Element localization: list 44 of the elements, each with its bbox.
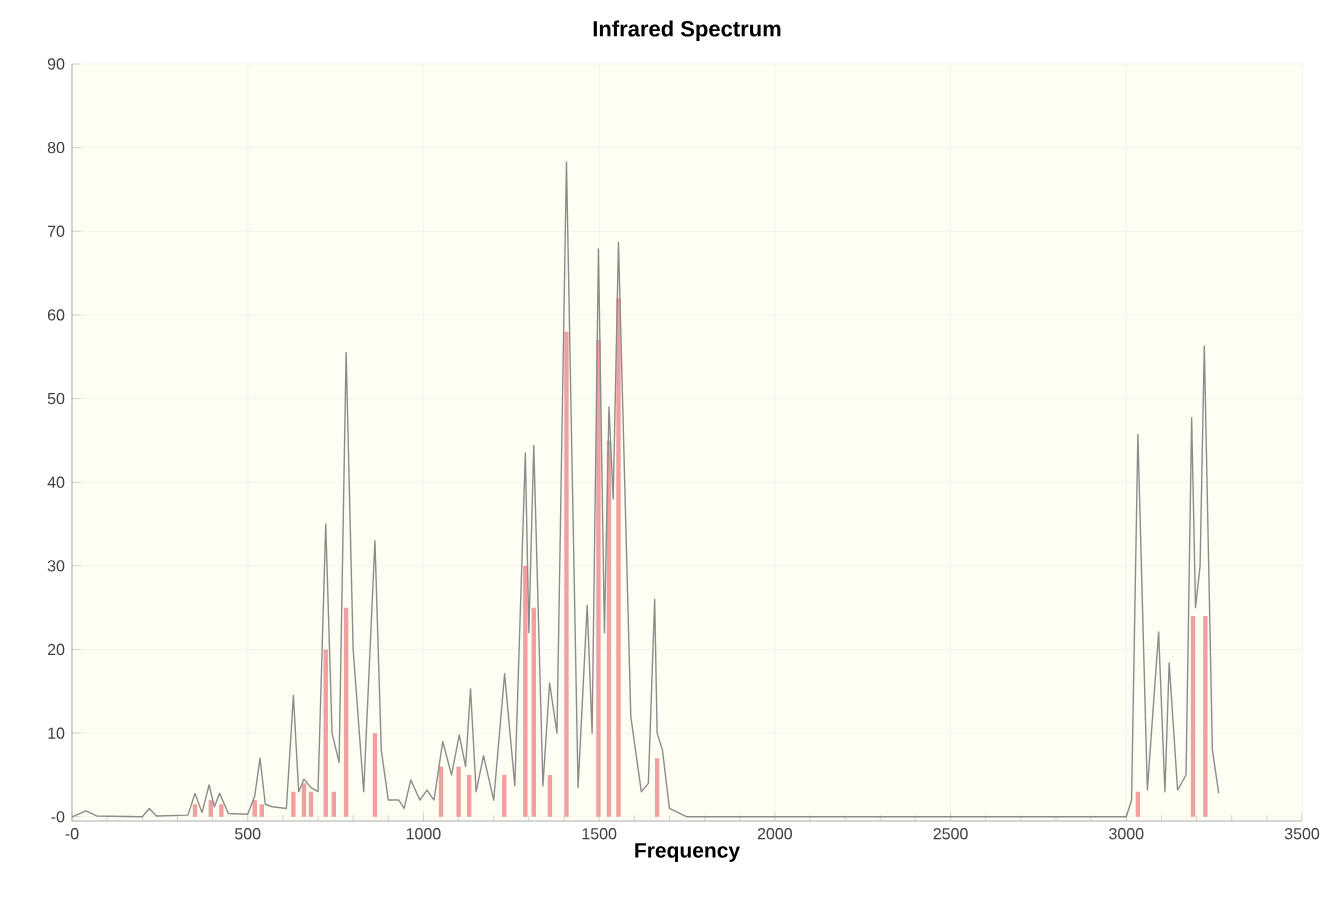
y-tick-label: 20: [47, 643, 65, 656]
x-axis-title: Frequency: [635, 843, 740, 862]
bar: [301, 783, 307, 817]
bar: [654, 758, 660, 817]
bar: [308, 791, 314, 817]
bar: [372, 733, 378, 817]
bar: [323, 649, 328, 817]
y-tick-label: 10: [48, 727, 65, 739]
y-tick-label: 70: [47, 225, 65, 237]
bar: [466, 774, 472, 817]
y-tick-label: 50: [47, 392, 65, 405]
x-tick-label: 2000: [757, 828, 793, 840]
bar: [1190, 616, 1196, 817]
y-tick-label: 60: [47, 309, 65, 321]
chart-title: Infrared Spectrum: [593, 20, 781, 41]
x-tick-label: 500: [234, 828, 261, 840]
x-tick-label: 2500: [933, 828, 968, 840]
bar: [1203, 616, 1208, 817]
bar: [523, 565, 528, 817]
bar: [531, 607, 536, 817]
y-tick-label: -0: [51, 811, 65, 823]
bar: [616, 298, 621, 817]
y-tick-label: 40: [47, 476, 65, 488]
x-tick-label: 1500: [582, 828, 617, 840]
y-tick-label: 80: [47, 141, 65, 154]
bar: [438, 766, 444, 817]
y-tick-label: 30: [47, 560, 65, 572]
bar: [219, 804, 224, 817]
x-tick-label: 3000: [1109, 828, 1144, 840]
x-tick-label: -0: [65, 828, 79, 840]
bar: [259, 804, 264, 817]
bar: [1135, 791, 1141, 817]
bar: [502, 774, 507, 817]
x-tick-label: 1000: [406, 828, 441, 840]
x-tick-label: 3500: [1284, 828, 1320, 840]
bar: [252, 800, 257, 817]
bar: [456, 766, 461, 817]
bar: [291, 791, 296, 817]
bar: [564, 331, 569, 817]
bar: [547, 774, 553, 817]
y-tick-label: 90: [47, 58, 65, 70]
bar: [192, 804, 198, 817]
bar: [331, 791, 337, 817]
bar: [343, 607, 349, 817]
